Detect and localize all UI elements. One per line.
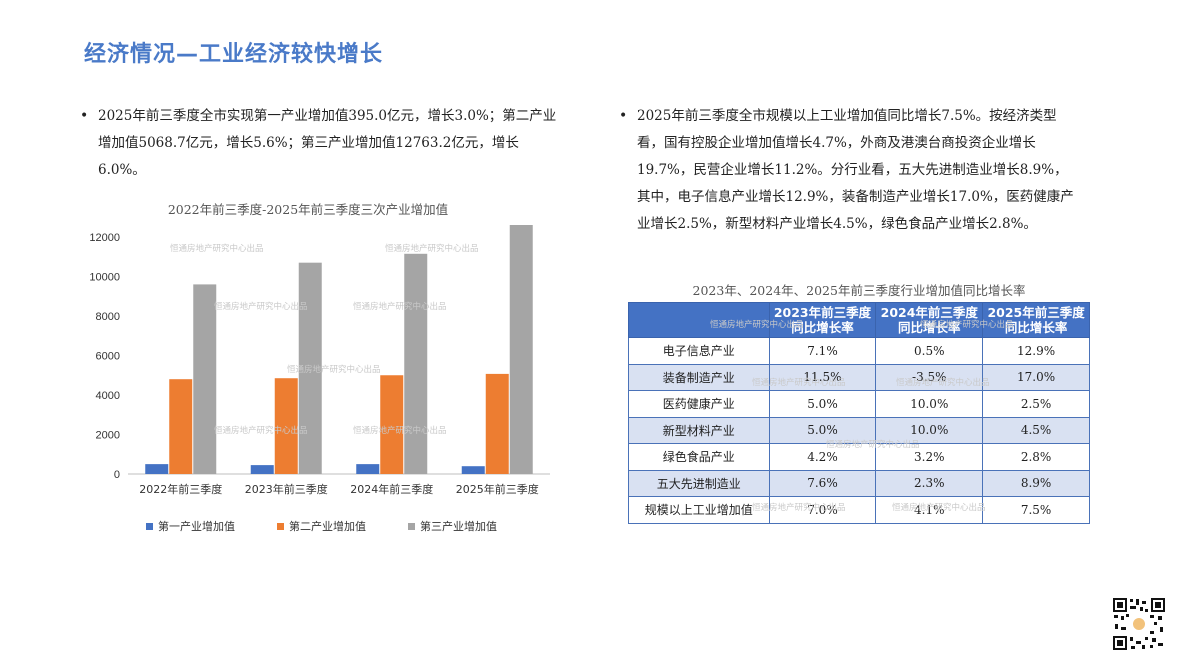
bar-3 (404, 253, 428, 474)
right-bullet-text: 2025年前三季度全市规模以上工业增加值同比增长7.5%。按经济类型看，国有控股… (637, 108, 1074, 232)
table-header-row: 2023年前三季度同比增长率 2024年前三季度同比增长率 2025年前三季度同… (628, 302, 1090, 338)
table-row: 新型材料产业 5.0% 10.0% 4.5% (628, 416, 1090, 444)
growth-rate-table: 2023年前三季度同比增长率 2024年前三季度同比增长率 2025年前三季度同… (628, 302, 1090, 524)
y-tick-label: 4000 (96, 390, 120, 402)
table-row: 医药健康产业 5.0% 10.0% 2.5% (628, 390, 1090, 418)
row-label-cell: 装备制造产业 (628, 363, 770, 391)
bar-2 (380, 375, 404, 474)
row-label-cell: 绿色食品产业 (628, 443, 770, 471)
table-header-cell: 2025年前三季度同比增长率 (982, 302, 1090, 338)
legend-item: 第三产业增加值 (408, 518, 497, 534)
growth-rate-cell: 12.9% (982, 337, 1090, 365)
x-tick-label: 2022年前三季度 (139, 482, 222, 496)
y-tick-label: 8000 (96, 311, 120, 323)
table-header-cell (628, 302, 770, 338)
legend-label: 第二产业增加值 (289, 520, 366, 533)
growth-rate-cell: 2.8% (982, 443, 1090, 471)
growth-rate-cell: 7.0% (768, 496, 877, 524)
growth-rate-cell: 4.5% (982, 416, 1090, 444)
table-row: 电子信息产业 7.1% 0.5% 12.9% (628, 337, 1090, 365)
growth-rate-cell: 5.0% (768, 390, 877, 418)
chart-title: 2022年前三季度-2025年前三季度三次产业增加值 (167, 202, 449, 217)
bullet-dot: • (619, 108, 628, 124)
table-title: 2023年、2024年、2025年前三季度行业增加值同比增长率 (692, 283, 1026, 298)
right-bullet-paragraph: • 2025年前三季度全市规模以上工业增加值同比增长7.5%。按经济类型看，国有… (619, 103, 1077, 238)
bullet-dot: • (80, 108, 89, 124)
y-tick-label: 2000 (96, 430, 120, 442)
growth-rate-cell: 4.1% (875, 496, 984, 524)
x-tick-label: 2024年前三季度 (350, 482, 433, 496)
bar-1 (461, 466, 485, 474)
growth-rate-cell: 11.5% (768, 363, 877, 391)
growth-rate-cell: 8.9% (982, 469, 1090, 497)
growth-rate-cell: 2.5% (982, 390, 1090, 418)
legend-label: 第一产业增加值 (158, 520, 235, 533)
legend-swatch (408, 522, 415, 530)
growth-rate-cell: 0.5% (875, 337, 984, 365)
table-row: 规模以上工业增加值 7.0% 4.1% 7.5% (628, 496, 1090, 524)
growth-rate-cell: 7.1% (768, 337, 877, 365)
y-tick-label: 0 (114, 469, 120, 481)
legend-swatch (146, 522, 153, 530)
growth-rate-cell: 7.6% (768, 469, 877, 497)
bar-2 (169, 379, 193, 474)
left-bullet-text: 2025年前三季度全市实现第一产业增加值395.0亿元，增长3.0%；第二产业增… (98, 108, 557, 178)
left-bullet-paragraph: • 2025年前三季度全市实现第一产业增加值395.0亿元，增长3.0%；第二产… (80, 103, 558, 184)
y-tick-label: 6000 (96, 351, 120, 363)
growth-rate-cell: 10.0% (875, 390, 984, 418)
bar-3 (193, 284, 217, 474)
y-tick-label: 12000 (89, 232, 120, 244)
row-label-cell: 医药健康产业 (628, 390, 770, 418)
x-tick-label: 2025年前三季度 (456, 482, 539, 496)
growth-rate-cell: 3.2% (875, 443, 984, 471)
table-header-cell: 2023年前三季度同比增长率 (768, 302, 877, 338)
bar-3 (298, 262, 322, 474)
legend-swatch (277, 522, 284, 530)
table-row: 装备制造产业 11.5% -3.5% 17.0% (628, 363, 1090, 391)
row-label-cell: 规模以上工业增加值 (628, 496, 770, 524)
legend-item: 第一产业增加值 (146, 518, 235, 534)
bar-1 (356, 464, 380, 474)
qr-code-icon (1112, 597, 1166, 651)
bar-chart: 0 2000 4000 6000 8000 10000 12000 2022年前三季度 2023… (89, 225, 550, 496)
legend-label: 第三产业增加值 (420, 520, 497, 533)
y-tick-label: 10000 (89, 272, 120, 284)
table-header-cell: 2024年前三季度同比增长率 (875, 302, 984, 338)
row-label-cell: 电子信息产业 (628, 337, 770, 365)
chart-legend: 第一产业增加值 第二产业增加值 第三产业增加值 (146, 518, 497, 534)
growth-rate-cell: 7.5% (982, 496, 1090, 524)
legend-item: 第二产业增加值 (277, 518, 366, 534)
bar-1 (250, 465, 274, 474)
table-row: 五大先进制造业 7.6% 2.3% 8.9% (628, 469, 1090, 497)
x-tick-label: 2023年前三季度 (245, 482, 328, 496)
growth-rate-cell: -3.5% (875, 363, 984, 391)
row-label-cell: 五大先进制造业 (628, 469, 770, 497)
row-label-cell: 新型材料产业 (628, 416, 770, 444)
bar-2 (274, 378, 298, 474)
growth-rate-cell: 17.0% (982, 363, 1090, 391)
bar-3 (509, 225, 533, 474)
growth-rate-cell: 4.2% (768, 443, 877, 471)
bar-2 (485, 373, 509, 474)
growth-rate-cell: 2.3% (875, 469, 984, 497)
growth-rate-cell: 10.0% (875, 416, 984, 444)
table-row: 绿色食品产业 4.2% 3.2% 2.8% (628, 443, 1090, 471)
growth-rate-cell: 5.0% (768, 416, 877, 444)
page-title: 经济情况—工业经济较快增长 (84, 42, 384, 67)
bar-1 (145, 464, 169, 474)
